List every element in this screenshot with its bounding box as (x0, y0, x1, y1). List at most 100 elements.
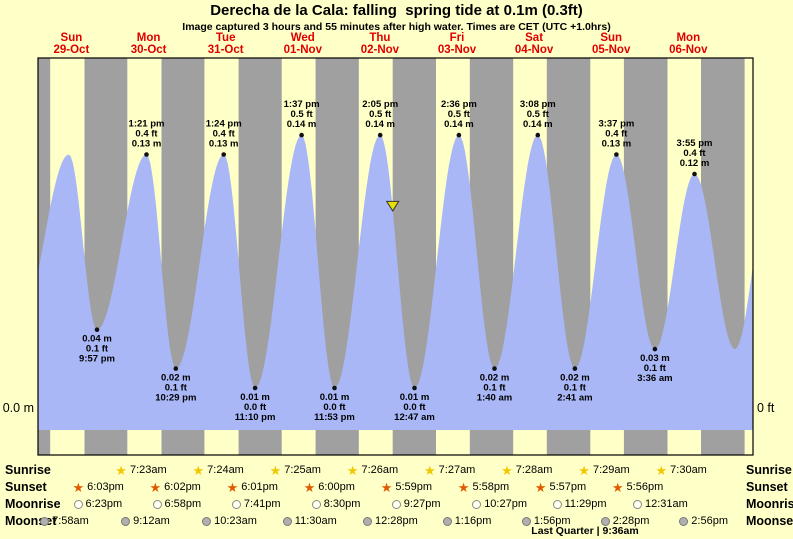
sunset-star-icon: ★ (380, 479, 393, 495)
moonrise-circle-icon (311, 499, 321, 509)
tide-annotation-line: 3:36 am (637, 373, 672, 384)
sunrise-time-entry: ★ 7:27am (424, 463, 475, 477)
tide-annotation-line: 3:08 pm (520, 99, 556, 110)
tide-point-dot (377, 132, 383, 138)
sunset-time-entry: ★ 5:59pm (381, 480, 432, 494)
tide-curve-area (38, 135, 753, 430)
moonrise-time-entry: 7:41pm (231, 497, 281, 511)
tide-annotation-line: 1:21 pm (129, 119, 165, 130)
tide-point-dot (535, 132, 541, 138)
moonset-time-entry: 12:28pm (363, 514, 418, 528)
tide-point-dot (252, 385, 258, 391)
sunrise-star-icon: ★ (192, 462, 205, 478)
astro-time-text: 10:23am (214, 515, 257, 527)
astro-time-text: 5:57pm (549, 481, 587, 493)
sunset-time-entry: ★ 6:02pm (150, 480, 201, 494)
astro-time-text: 1:56pm (533, 515, 571, 527)
tide-point-dot (144, 152, 149, 157)
tide-annotation-line: 2:41 am (557, 393, 592, 404)
sunrise-row-label-right: Sunrise (746, 463, 792, 477)
high-tide-annotation: 3:55 pm0.4 ft0.12 m (677, 138, 712, 177)
tide-annotation-line: 0.14 m (523, 119, 553, 130)
sunset-row-label-right: Sunset (746, 480, 788, 494)
low-tide-annotation: 0.02 m0.1 ft2:41 am (557, 366, 593, 404)
moonrise-circle-icon (552, 499, 562, 509)
tide-annotation-line: 0.02 m (161, 373, 191, 384)
tide-annotation-line: 0.0 ft (244, 402, 267, 413)
astro-time-text: 6:03pm (87, 481, 124, 493)
astro-time-text: 11:29pm (564, 498, 607, 510)
day-label: Fri 03-Nov (437, 32, 477, 56)
moonrise-time-entry: 6:23pm (73, 497, 122, 511)
sunrise-time-entry: ★ 7:28am (501, 463, 552, 477)
sunset-star-icon: ★ (611, 479, 624, 495)
moonset-circle-icon (363, 516, 372, 526)
tide-point-dot (412, 385, 417, 391)
astro-time-text: 7:29am (592, 464, 630, 476)
moonrise-circle-icon (231, 499, 241, 509)
astro-time-text: 1:16pm (454, 515, 492, 527)
moonrise-time-entry: 6:58pm (152, 497, 202, 511)
tide-annotation-line: 0.13 m (602, 139, 632, 150)
moonset-time-entry: 7:58am (40, 514, 89, 528)
day-label: Thu 02-Nov (360, 32, 400, 56)
chart-subtitle: Image captured 3 hours and 55 minutes af… (182, 21, 611, 33)
sunset-star-icon: ★ (303, 479, 316, 495)
tide-annotation-line: 0.01 m (320, 392, 350, 403)
moonrise-time-entry: 12:31am (633, 497, 688, 511)
moonset-row-label-right: Moonset (746, 514, 793, 528)
tide-annotation-line: 0.1 ft (86, 344, 109, 355)
moonset-circle-icon (521, 516, 531, 526)
astro-time-text: 7:25am (284, 464, 321, 476)
astro-time-text: 12:28pm (375, 515, 418, 527)
tide-annotation-line: 0.1 ft (564, 383, 587, 394)
high-tide-annotation: 1:37 pm0.5 ft0.14 m (284, 99, 320, 138)
astro-time-text: 6:02pm (164, 481, 201, 493)
astro-time-text: 7:58am (52, 515, 89, 527)
chart-border (37, 57, 754, 456)
moonset-time-entry: 1:16pm (442, 514, 492, 528)
day-label: Sat 04-Nov (514, 32, 554, 56)
tide-annotation-line: 0.03 m (640, 353, 670, 364)
day-label: Wed 01-Nov (283, 32, 322, 56)
sunrise-time-entry: ★ 7:30am (656, 463, 707, 477)
astro-time-text: 7:30am (670, 464, 707, 476)
sunset-time-entry: ★ 6:00pm (304, 480, 355, 494)
astro-time-text: 7:23am (129, 464, 167, 476)
current-time-marker-icon (385, 200, 400, 212)
moonrise-time-entry: 10:27pm (472, 497, 527, 511)
tide-annotation-line: 0.5 ft (369, 109, 392, 120)
sunset-row-label: Sunset (5, 480, 47, 494)
moonrise-row-label-right: Moonrise (746, 497, 793, 511)
astro-time-text: 6:58pm (164, 498, 202, 510)
sunrise-time-entry: ★ 7:23am (115, 463, 166, 477)
moonset-circle-icon (121, 516, 131, 526)
sunrise-star-icon: ★ (655, 462, 668, 478)
moonrise-time-entry: 9:27pm (391, 497, 441, 511)
moonset-time-entry: 2:56pm (679, 514, 728, 528)
tide-annotation-line: 0.1 ft (483, 383, 506, 394)
tide-point-dot (456, 132, 462, 138)
sunrise-star-icon: ★ (578, 462, 590, 478)
tide-point-dot (652, 346, 658, 352)
tide-annotation-line: 0.01 m (400, 392, 430, 403)
tide-point-dot (299, 132, 304, 138)
astro-time-text: 7:24am (207, 464, 244, 476)
sunset-time-entry: ★ 5:56pm (612, 480, 663, 494)
astro-time-text: 5:58pm (472, 481, 510, 493)
astro-time-text: 5:59pm (395, 481, 433, 493)
tide-annotation-line: 12:47 am (394, 412, 435, 423)
moonrise-circle-icon (152, 499, 162, 509)
moonrise-circle-icon (472, 499, 482, 509)
tide-annotation-line: 0.04 m (82, 334, 112, 345)
moonrise-time-entry: 11:29pm (552, 497, 607, 511)
astro-time-text: 2:56pm (691, 515, 728, 527)
astro-time-text: 5:56pm (626, 481, 664, 493)
sunset-star-icon: ★ (149, 479, 162, 495)
astro-time-text: 12:31am (645, 498, 688, 510)
tide-annotation-line: 10:29 pm (155, 393, 196, 404)
high-tide-annotation: 3:08 pm0.5 ft0.14 m (520, 99, 556, 138)
high-tide-annotation: 1:21 pm0.4 ft0.13 m (129, 119, 165, 157)
